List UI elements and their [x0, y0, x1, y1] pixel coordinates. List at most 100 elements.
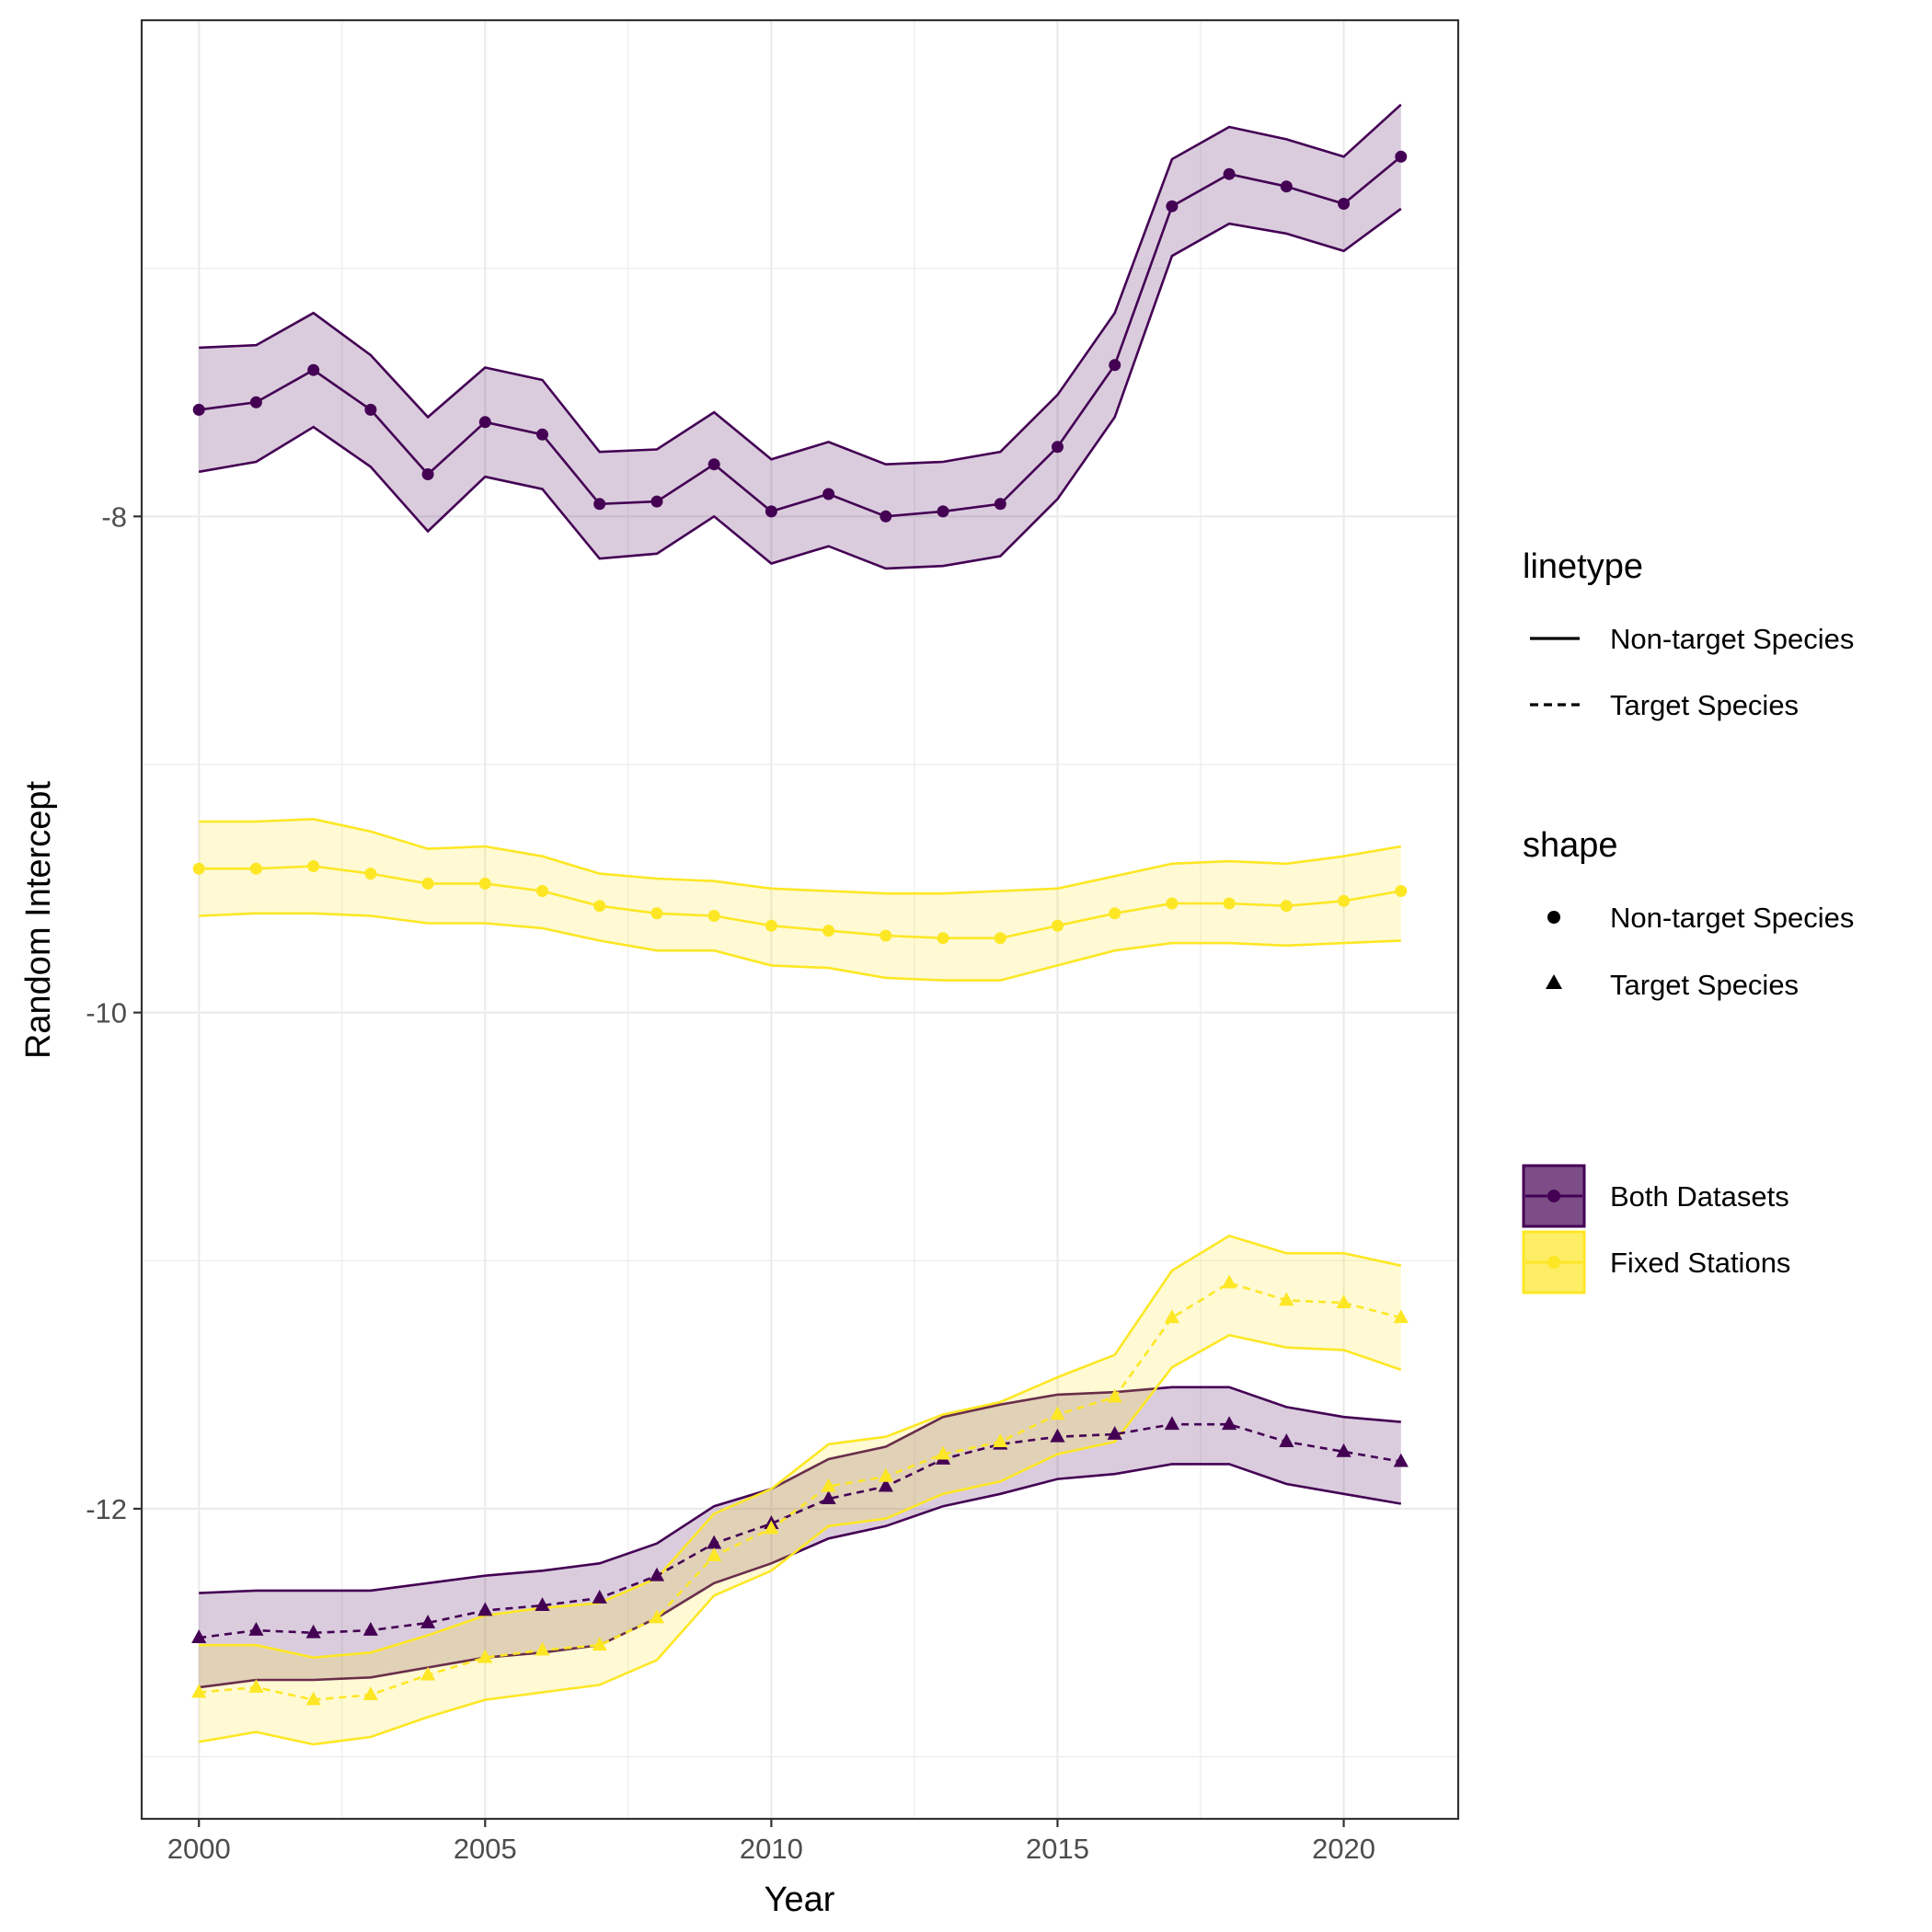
data-point [649, 1609, 665, 1624]
confidence-bands [198, 103, 1402, 1746]
data-point [1107, 1388, 1122, 1403]
data-point [1393, 1453, 1409, 1467]
data-point [248, 1622, 264, 1636]
band-upper-line [199, 103, 1402, 466]
legend-linetype-item: Target Species [1610, 689, 1799, 721]
data-point [420, 1614, 436, 1628]
data-point [536, 428, 548, 441]
data-point [1050, 1428, 1065, 1443]
data-point [1166, 897, 1179, 910]
data-point [1338, 894, 1351, 907]
series-lines [199, 155, 1402, 1701]
data-point [1107, 1426, 1122, 1440]
data-point [592, 1590, 607, 1604]
confidence-band [199, 1236, 1401, 1745]
data-point [650, 495, 663, 508]
series-points [191, 150, 1409, 1706]
data-point [707, 1547, 722, 1562]
data-point [1223, 167, 1236, 180]
data-point [364, 403, 377, 416]
data-point [362, 1622, 378, 1636]
legend-linetype-item: Non-target Species [1610, 623, 1854, 655]
data-point [249, 862, 262, 875]
data-point [822, 925, 835, 937]
legend-linetype-title: linetype [1523, 547, 1643, 586]
data-point [1279, 1433, 1294, 1447]
data-point [362, 1686, 378, 1701]
data-point [592, 1637, 607, 1651]
data-point [1222, 1274, 1237, 1289]
x-tick-label: 2015 [1026, 1833, 1089, 1865]
data-point [878, 1478, 893, 1492]
data-point [248, 1679, 264, 1693]
legend-key-fixed-point [1547, 1256, 1560, 1269]
data-point [765, 919, 777, 932]
data-point [192, 862, 205, 875]
data-point [649, 1567, 665, 1581]
series-line [199, 1282, 1402, 1701]
x-tick-label: 2000 [167, 1833, 231, 1865]
confidence-band [199, 1386, 1401, 1688]
series-line [199, 865, 1402, 940]
data-point [1164, 1416, 1180, 1431]
data-point [1393, 1309, 1409, 1324]
legend-colour-item: Fixed Stations [1610, 1247, 1790, 1279]
x-axis-title: Year [765, 1880, 835, 1919]
data-point [593, 498, 606, 511]
data-point [1109, 907, 1121, 920]
data-point [822, 488, 835, 500]
data-point [878, 1467, 893, 1482]
x-tick-label: 2010 [740, 1833, 803, 1865]
data-point [421, 468, 434, 480]
legend-key-triangle [1546, 974, 1562, 989]
data-point [305, 1691, 321, 1706]
band-lower-line [198, 1333, 1402, 1746]
data-point [880, 929, 892, 942]
x-tick-label: 2005 [454, 1833, 517, 1865]
data-point [305, 1624, 321, 1639]
data-point [1336, 1294, 1351, 1308]
data-point [765, 505, 777, 518]
data-point [1166, 200, 1179, 213]
confidence-band [199, 104, 1401, 569]
data-point [707, 458, 720, 471]
legend-shape-title: shape [1523, 826, 1618, 865]
data-point [307, 860, 320, 872]
data-point [1280, 180, 1293, 193]
band-upper-line [199, 1386, 1401, 1594]
plot-background [142, 20, 1458, 1819]
data-point [593, 900, 606, 913]
data-point [1280, 900, 1293, 913]
data-point [535, 1597, 550, 1611]
x-tick-label: 2020 [1312, 1833, 1375, 1865]
data-point [191, 1684, 207, 1698]
data-point [478, 416, 491, 429]
data-point [420, 1666, 436, 1681]
y-tick-label: -12 [86, 1493, 127, 1525]
data-point [650, 907, 663, 920]
data-point [1223, 897, 1236, 910]
data-point [764, 1520, 779, 1535]
data-point [192, 403, 205, 416]
data-point [937, 505, 949, 518]
data-point [994, 498, 1006, 511]
data-point [880, 510, 892, 523]
data-point [307, 363, 320, 376]
legend-colour-item: Both Datasets [1610, 1180, 1789, 1213]
y-axis-title: Random Intercept [19, 781, 58, 1059]
data-point [993, 1433, 1008, 1447]
legend-key-circle [1547, 911, 1560, 924]
data-point [1222, 1416, 1237, 1431]
data-point [364, 868, 377, 880]
data-point [536, 885, 548, 897]
data-point [1109, 359, 1121, 372]
y-tick-label: -10 [86, 997, 127, 1029]
data-point [1395, 150, 1408, 163]
band-lower-line [198, 207, 1402, 570]
data-point [191, 1629, 207, 1644]
y-axis: -8 -10 -12 [86, 500, 142, 1525]
band-lower-line [199, 1463, 1402, 1689]
data-point [707, 1535, 722, 1549]
data-point [821, 1478, 836, 1492]
